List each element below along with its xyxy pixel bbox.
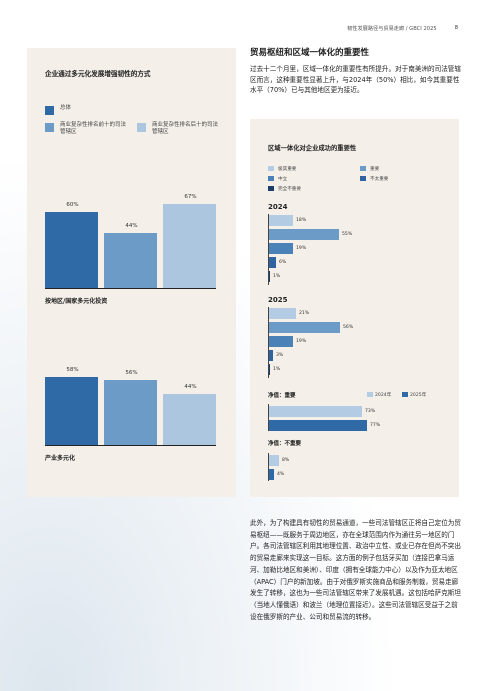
legend-label-neutral: 中立	[278, 177, 288, 182]
bar-net-important-2025	[269, 420, 367, 431]
legend-swatch-not-very-important	[360, 176, 366, 181]
bar-2024-extremely-important	[269, 215, 293, 226]
bar-2025-neutral	[269, 336, 293, 347]
bar-value-geo-bottom10: 67%	[184, 194, 197, 200]
bar-2024-neutral	[269, 243, 293, 254]
bar-2025-not-at-all-important	[269, 364, 270, 375]
legend-label-top10: 商业复杂性排名前十的司法管辖区	[60, 122, 127, 135]
x-axis-geo	[45, 288, 216, 289]
x-axis-industry	[45, 445, 216, 446]
section-heading: 贸易枢纽和区域一体化的重要性	[250, 48, 370, 58]
value-2025-not-at-all-important: 1%	[273, 367, 281, 372]
axis-net-important	[268, 404, 269, 431]
bar-net-unimportant-2024	[269, 455, 279, 466]
year-label-2024: 2024	[268, 203, 288, 211]
bar-net-important-2024	[269, 406, 362, 417]
value-2024-not-at-all-important: 1%	[273, 274, 281, 279]
bar-2025-not-very-important	[269, 350, 273, 361]
value-2025-not-very-important: 3%	[276, 353, 284, 358]
bar-ind-bottom10	[163, 394, 216, 445]
legend-swatch-overall	[45, 106, 54, 115]
chart-label-industry: 产业多元化	[45, 455, 76, 462]
value-net-unimportant-2025: 4%	[277, 472, 285, 477]
bar-value-ind-bottom10: 44%	[184, 384, 197, 390]
bar-geo-top10	[104, 233, 157, 288]
value-2024-not-very-important: 6%	[279, 260, 287, 265]
legend-swatch-not-at-all-important	[268, 186, 274, 191]
legend-swatch-2025	[402, 392, 408, 397]
axis-net-unimportant	[268, 453, 269, 481]
net-important-label: 净值：重要	[268, 393, 296, 399]
legend-label-2024: 2024年	[375, 393, 392, 398]
legend-label-not-at-all-important: 完全不重要	[278, 187, 301, 192]
bar-ind-overall	[45, 377, 98, 445]
value-net-unimportant-2024: 8%	[282, 458, 290, 463]
bar-value-geo-overall: 60%	[66, 202, 79, 208]
bar-geo-overall	[45, 212, 98, 288]
bar-value-ind-overall: 58%	[66, 367, 79, 373]
panel-title: 区域一体化对企业成功的重要性	[268, 145, 357, 152]
year-label-2025: 2025	[268, 296, 288, 304]
legend-swatch-top10	[45, 123, 54, 132]
intro-paragraph: 过去十二个月里，区域一体化的重要性有所提升。对于南美洲的司法管辖区而言，这种重要…	[250, 65, 461, 94]
value-net-important-2025: 77%	[370, 423, 381, 428]
bar-2024-not-very-important	[269, 257, 276, 268]
legend-swatch-neutral	[268, 176, 274, 181]
legend-label-not-very-important: 不太重要	[370, 177, 389, 182]
value-2024-extremely-important: 18%	[296, 218, 307, 223]
value-2025-extremely-important: 21%	[299, 311, 310, 316]
bar-value-geo-top10: 44%	[125, 223, 138, 229]
page-number: 8	[454, 25, 458, 31]
bar-2025-extremely-important	[269, 308, 296, 319]
diversification-chart-panel: 企业通过多元化发展增强韧性的方式 总体 商业复杂性排名前十的司法管辖区 商业复杂…	[27, 48, 236, 497]
legend-label-extremely-important: 极其重要	[278, 167, 297, 172]
value-2024-neutral: 19%	[296, 246, 307, 251]
legend-label-2025: 2025年	[410, 393, 427, 398]
body-paragraph: 此外，为了构建具有韧性的贸易通道，一些司法管辖区正将自己定位为贸易枢纽——既服务…	[250, 519, 461, 621]
legend-label-important: 重要	[370, 167, 380, 172]
value-net-important-2024: 73%	[365, 409, 376, 414]
legend-swatch-extremely-important	[268, 166, 274, 171]
value-2024-important: 55%	[342, 232, 353, 237]
legend-label-bottom10: 商业复杂性排名后十的司法管辖区	[152, 122, 219, 135]
value-2025-neutral: 19%	[296, 339, 307, 344]
bar-ind-top10	[104, 380, 157, 445]
panel-title: 企业通过多元化发展增强韧性的方式	[45, 70, 151, 78]
chart-label-geo: 按地区/国家多元化投资	[45, 298, 108, 305]
value-2025-important: 56%	[343, 325, 354, 330]
bar-value-ind-top10: 56%	[125, 370, 138, 376]
axis-2024	[268, 214, 269, 285]
legend-label-overall: 总体	[60, 105, 72, 111]
legend-swatch-important	[360, 166, 366, 171]
legend-swatch-2024	[367, 392, 373, 397]
bar-net-unimportant-2025	[269, 469, 274, 480]
page-header: 韧性发展路径与贸易走廊 / GBCI 2025 8	[347, 25, 458, 32]
regional-integration-chart-panel: 区域一体化对企业成功的重要性 极其重要 重要 中立 不太重要 完全不重要 202…	[250, 119, 459, 497]
bar-geo-bottom10	[163, 204, 216, 288]
axis-2025	[268, 307, 269, 378]
bar-2024-not-at-all-important	[269, 271, 270, 282]
legend-swatch-bottom10	[137, 123, 146, 132]
bar-2025-important	[269, 322, 340, 333]
net-unimportant-label: 净值：不重要	[268, 441, 302, 447]
bar-2024-important	[269, 229, 339, 240]
running-title: 韧性发展路径与贸易走廊 / GBCI 2025	[347, 26, 437, 32]
